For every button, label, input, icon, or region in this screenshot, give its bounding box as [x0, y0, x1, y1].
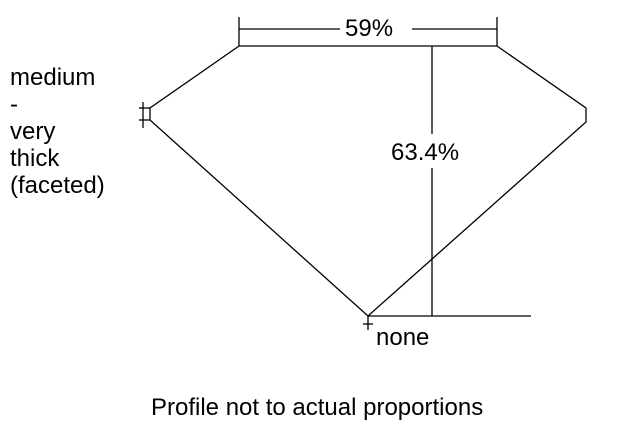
- culet-label: none: [376, 324, 430, 351]
- girdle-label-line: very: [10, 118, 56, 145]
- girdle-label-line: (faceted): [10, 172, 105, 199]
- girdle-label-line: medium: [10, 64, 96, 91]
- table-percentage-label: 59%: [345, 15, 394, 42]
- diamond-outline: [149, 45, 587, 317]
- caption: Profile not to actual proportions: [151, 394, 484, 421]
- girdle-label-line: -: [10, 91, 18, 118]
- girdle-label: medium - very thick (faceted): [10, 64, 105, 199]
- girdle-label-line: thick: [10, 145, 60, 172]
- depth-percentage-label: 63.4%: [391, 139, 460, 166]
